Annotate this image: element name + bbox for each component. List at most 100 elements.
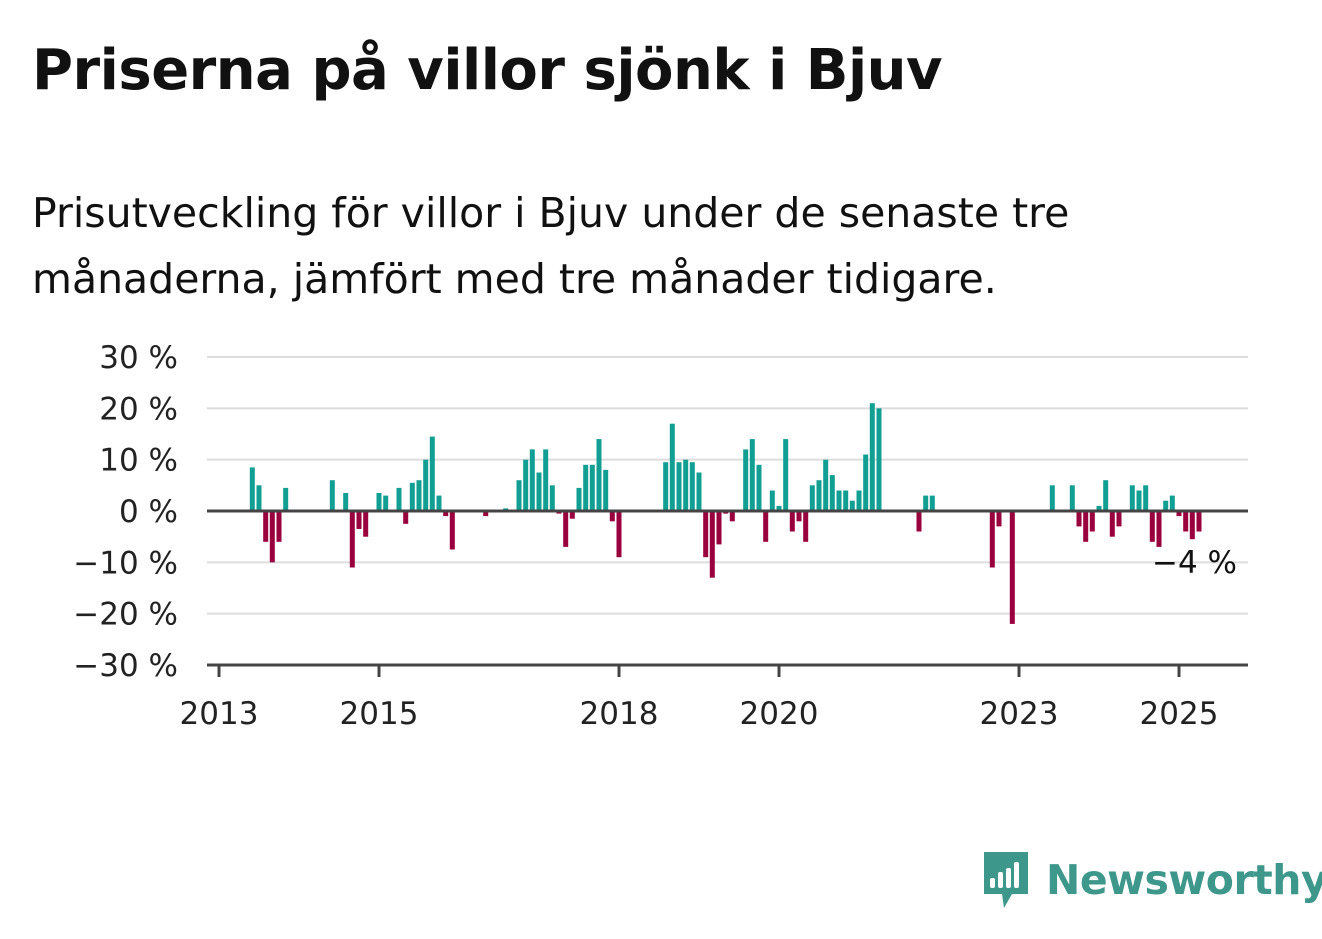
bar (769, 490, 775, 511)
bar (663, 462, 669, 511)
bar (449, 511, 455, 550)
bar (1196, 511, 1202, 532)
chart-subtitle: Prisutveckling för villor i Bjuv under d… (32, 189, 1070, 303)
bar (1176, 511, 1182, 517)
x-tick-label: 2015 (340, 696, 419, 732)
bar (763, 511, 769, 542)
bar (716, 511, 722, 545)
bar (836, 490, 842, 511)
bar (436, 495, 442, 511)
bar (1169, 495, 1175, 511)
bar (929, 495, 935, 511)
bar (743, 449, 749, 511)
bars (249, 403, 1202, 624)
bar (1149, 511, 1155, 542)
bar (1109, 511, 1115, 537)
x-tick-label: 2023 (980, 696, 1059, 732)
bar (709, 511, 715, 578)
bar (529, 449, 535, 511)
bar (996, 511, 1002, 527)
bar (376, 493, 382, 511)
bar (783, 439, 789, 511)
axes (207, 509, 1248, 677)
bar (396, 487, 402, 511)
bar (916, 511, 922, 532)
bar (483, 511, 489, 517)
bar (1156, 511, 1162, 547)
bar (829, 475, 835, 511)
bar (329, 480, 335, 511)
bar (383, 495, 389, 511)
bar (1096, 505, 1102, 511)
bar (776, 505, 782, 511)
newsworthy-logo: Newsworthy (982, 850, 1322, 910)
bar (703, 511, 709, 558)
brand-name: Newsworthy (1046, 856, 1322, 904)
bar (583, 464, 589, 511)
bar (876, 408, 882, 511)
bar (603, 469, 609, 511)
bar (1009, 511, 1015, 624)
bar (1049, 485, 1055, 511)
bar (756, 464, 762, 511)
bar (356, 511, 362, 529)
x-tick-label: 2020 (740, 696, 819, 732)
bar (1069, 485, 1075, 511)
bar (543, 449, 549, 511)
bar (1163, 500, 1169, 511)
bar (789, 511, 795, 532)
bar (269, 511, 275, 563)
bar (749, 439, 755, 511)
bar (349, 511, 355, 568)
gridlines (207, 356, 1248, 615)
bar (423, 459, 429, 511)
bar (589, 464, 595, 511)
bar (416, 480, 422, 511)
bar (1116, 511, 1122, 527)
bar (516, 480, 522, 511)
last-value-label: −4 % (1152, 545, 1237, 581)
y-tick-label: −30 % (73, 648, 178, 684)
bar (676, 462, 682, 511)
bar (1076, 511, 1082, 527)
bar (809, 485, 815, 511)
bar (1089, 511, 1095, 532)
bar (569, 511, 575, 519)
bar (249, 467, 255, 511)
bar (849, 500, 855, 511)
bar (823, 459, 829, 511)
bar (1129, 485, 1135, 511)
bar (283, 487, 289, 511)
bar (363, 511, 369, 537)
y-tick-label: 30 % (99, 340, 178, 376)
y-axis-labels: 30 % 20 % 10 % 0 % −10 % −20 % −30 % (73, 340, 178, 684)
bar (596, 439, 602, 511)
bar (443, 511, 449, 517)
bar (536, 472, 542, 511)
bar (923, 495, 929, 511)
bar (1189, 511, 1195, 540)
y-tick-label: 0 % (119, 494, 178, 530)
x-tick-label: 2013 (180, 696, 259, 732)
bar-chart: 30 %20 %10 %0 %−10 %−20 %−30 % 2013 2015 2… (73, 340, 1248, 732)
bar (523, 459, 529, 511)
bar (869, 403, 875, 511)
bar (689, 462, 695, 511)
bar (576, 487, 582, 511)
newsworthy-icon (984, 852, 1028, 908)
bar (1083, 511, 1089, 542)
x-tick-label: 2025 (1140, 696, 1219, 732)
x-axis-labels: 2013 2015 2018 2020 2023 2025 (180, 696, 1219, 732)
chart-title: Priserna på villor sjönk i Bjuv (32, 38, 943, 103)
y-tick-label: −20 % (73, 597, 178, 633)
bar (729, 511, 735, 522)
bar (616, 511, 622, 558)
bar (343, 493, 349, 511)
bar (863, 454, 869, 511)
bar (843, 490, 849, 511)
bar (1183, 511, 1189, 532)
y-tick-label: −10 % (73, 545, 178, 581)
x-tick-label: 2018 (580, 696, 659, 732)
bar (403, 511, 409, 524)
bar (429, 436, 435, 511)
